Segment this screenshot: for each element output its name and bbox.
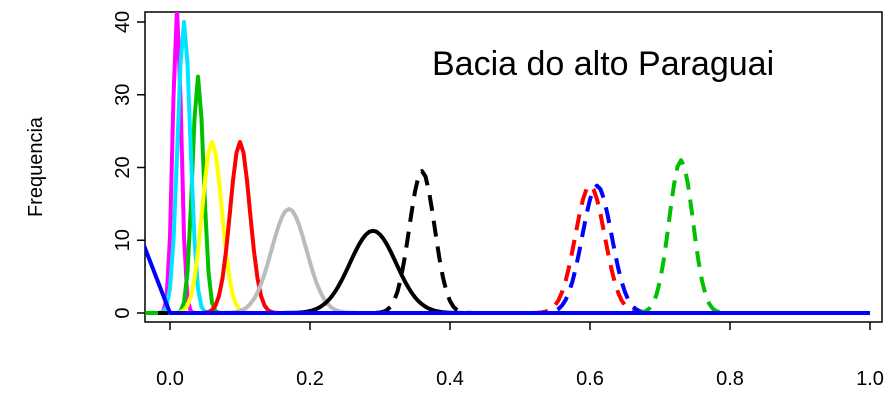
series-layer xyxy=(145,12,870,315)
series-line xyxy=(145,74,870,315)
y-axis: 0 10 20 30 40 xyxy=(112,11,145,319)
x-tick-label: 0.4 xyxy=(436,368,464,390)
x-tick-label: 0.6 xyxy=(576,368,604,390)
x-axis: 0.0 0.2 0.4 0.6 0.8 1.0 xyxy=(156,322,884,390)
y-tick-label: 10 xyxy=(112,229,134,251)
y-tick-label: 30 xyxy=(112,84,134,106)
y-tick-label: 40 xyxy=(112,11,134,33)
x-tick-label: 0.8 xyxy=(716,368,744,390)
y-axis-title: Frequencia xyxy=(25,116,47,217)
x-tick-label: 1.0 xyxy=(856,368,884,390)
series-line xyxy=(145,242,870,315)
x-tick-label: 0.0 xyxy=(156,368,184,390)
y-tick-label: 0 xyxy=(112,307,134,318)
x-tick-label: 0.2 xyxy=(296,368,324,390)
chart-annotation: Bacia do alto Paraguai xyxy=(432,45,774,83)
series-line xyxy=(145,140,870,315)
y-tick-label: 20 xyxy=(112,156,134,178)
